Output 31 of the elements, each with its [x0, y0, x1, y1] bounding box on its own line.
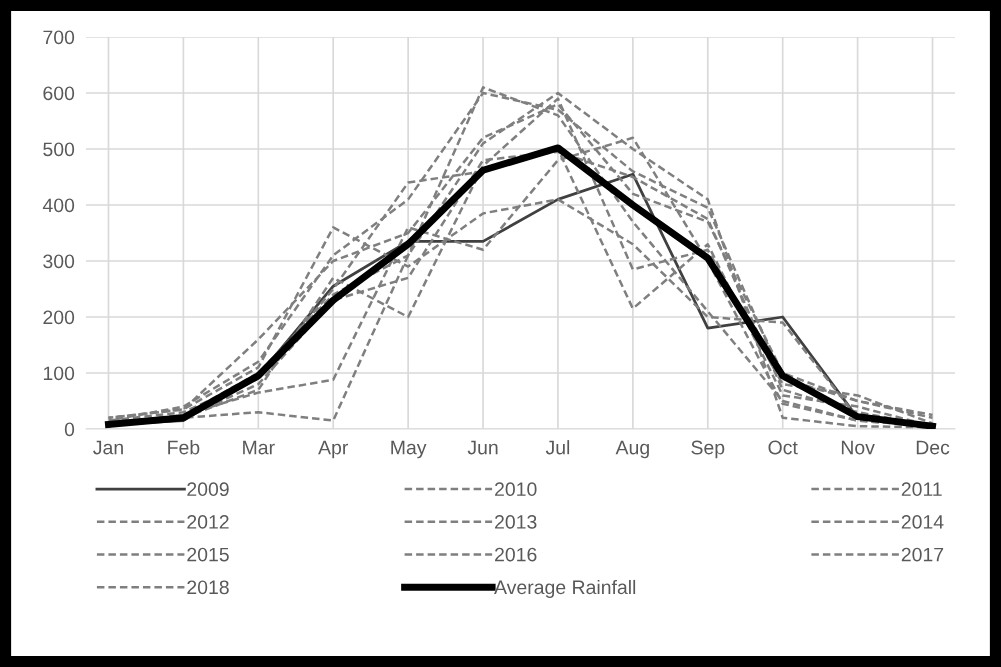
x-tick-label: Dec — [916, 440, 950, 455]
x-tick-label: Feb — [168, 440, 200, 455]
x-tick-label: May — [391, 440, 427, 459]
x-tick-label: Oct — [768, 440, 798, 455]
legend-label: 2017 — [901, 547, 944, 562]
y-tick-label: 0 — [64, 422, 75, 437]
x-tick-label: Apr — [318, 440, 349, 459]
x-tick-label: Jan — [93, 440, 123, 455]
y-tick-label: 700 — [43, 30, 75, 45]
y-tick-label: 500 — [43, 142, 75, 157]
legend-label: 2018 — [187, 580, 229, 595]
legend-label: 2009 — [187, 482, 229, 497]
legend-label: 2016 — [495, 547, 537, 562]
x-tick-label: Sep — [691, 440, 725, 459]
y-tick-label: 300 — [43, 254, 75, 269]
x-tick-label: Nov — [841, 440, 875, 455]
legend-label: 2010 — [495, 482, 537, 497]
legend-label: 2015 — [187, 547, 229, 562]
legend-label: 2014 — [901, 515, 944, 529]
x-tick-label: Mar — [243, 440, 275, 455]
y-tick-label: 400 — [42, 198, 75, 213]
legend-label: 2012 — [187, 515, 229, 529]
y-tick-label: 600 — [43, 86, 75, 101]
y-tick-label: 200 — [43, 310, 75, 325]
x-tick-label: Jun — [467, 440, 498, 455]
legend-label: Average Rainfall — [494, 579, 636, 599]
legend-label: 2011 — [901, 482, 942, 497]
x-tick-label: Jul — [545, 440, 570, 455]
x-tick-label: Aug — [615, 440, 649, 459]
y-tick-label: 100 — [43, 366, 75, 381]
legend-label: 2013 — [495, 515, 537, 529]
